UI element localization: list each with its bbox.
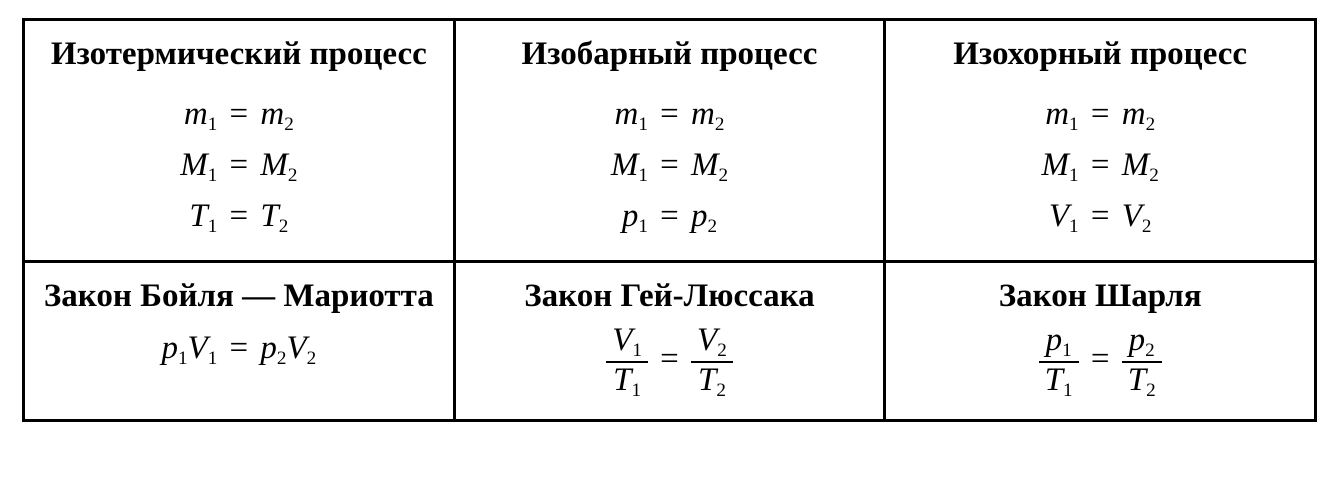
cell-header: Изотермический процесс <box>37 35 441 75</box>
cell-isothermal: Изотермический процесс m1 = m2 M1 = M2 T… <box>24 20 455 262</box>
cell-header: Изобарный процесс <box>468 35 872 75</box>
equation: m1 = m2 <box>37 89 441 140</box>
fraction: p1 T1 <box>1039 323 1079 401</box>
cell-charles: Закон Шарля p1 T1 = p2 T2 <box>885 262 1316 421</box>
gas-laws-table: Изотермический процесс m1 = m2 M1 = M2 T… <box>22 18 1317 422</box>
equation: M1 = M2 <box>898 140 1302 191</box>
law-equation: p1 T1 = p2 T2 <box>898 323 1302 401</box>
fraction: V1 T1 <box>606 323 648 401</box>
cell-gay-lussac: Закон Гей-Люссака V1 T1 = V2 T2 <box>454 262 885 421</box>
cell-header: Закон Шарля <box>898 277 1302 317</box>
equation: M1 = M2 <box>37 140 441 191</box>
equation: p1 = p2 <box>468 191 872 242</box>
equation: T1 = T2 <box>37 191 441 242</box>
equation: V1 = V2 <box>898 191 1302 242</box>
equation: m1 = m2 <box>468 89 872 140</box>
equation: M1 = M2 <box>468 140 872 191</box>
cell-header: Закон Бойля — Мариотта <box>37 277 441 317</box>
equation: m1 = m2 <box>898 89 1302 140</box>
law-equation: V1 T1 = V2 T2 <box>468 323 872 401</box>
cell-isochoric: Изохорный процесс m1 = m2 M1 = M2 V1 = V… <box>885 20 1316 262</box>
table-row: Закон Бойля — Мариотта p1V1 = p2V2 Закон… <box>24 262 1316 421</box>
law-equation: p1V1 = p2V2 <box>37 323 441 374</box>
fraction: p2 T2 <box>1122 323 1162 401</box>
fraction: V2 T2 <box>691 323 733 401</box>
cell-isobaric: Изобарный процесс m1 = m2 M1 = M2 p1 = p… <box>454 20 885 262</box>
page: Изотермический процесс m1 = m2 M1 = M2 T… <box>0 0 1339 440</box>
cell-header: Закон Гей-Люссака <box>468 277 872 317</box>
cell-boyle-mariotte: Закон Бойля — Мариотта p1V1 = p2V2 <box>24 262 455 421</box>
table-row: Изотермический процесс m1 = m2 M1 = M2 T… <box>24 20 1316 262</box>
cell-header: Изохорный процесс <box>898 35 1302 75</box>
